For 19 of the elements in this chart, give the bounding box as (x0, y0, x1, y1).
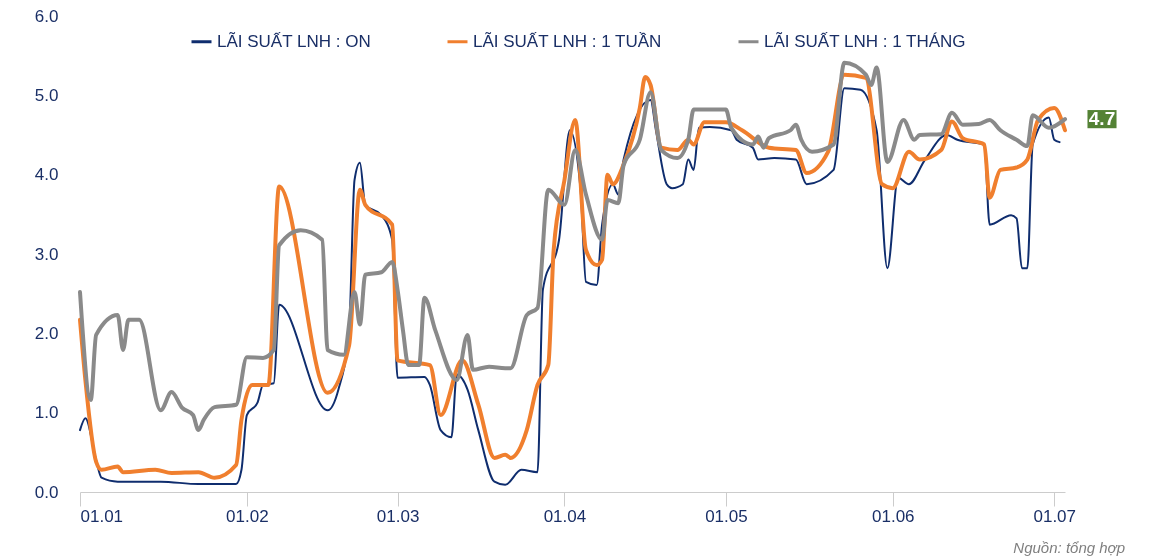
y-tick-label: 0.0 (34, 482, 59, 502)
x-tick-label: 01.03 (376, 506, 420, 526)
x-tick-label: 01.04 (543, 506, 587, 526)
y-tick-label: 2.0 (34, 323, 59, 343)
y-tick-label: 5.0 (34, 85, 59, 105)
text: Nguồn: tổng hợp (1013, 539, 1125, 556)
legend-label: LÃI SUẤT LNH : ON (217, 31, 371, 51)
x-tick-label: 01.02 (226, 506, 269, 526)
y-tick-label: 4.0 (34, 165, 59, 185)
x-tick-label: 01.05 (705, 506, 748, 526)
annotation: 4.7 (1088, 108, 1116, 130)
x-tick-label: 01.01 (80, 506, 124, 526)
y-tick-label: 3.0 (34, 244, 59, 264)
x-tick-label: 01.07 (1033, 506, 1077, 526)
y-tick-label: 1.0 (34, 403, 59, 423)
legend-label: LÃI SUẤT LNH : 1 TUẦN (473, 31, 662, 51)
x-tick-label: 01.06 (871, 506, 915, 526)
y-tick-label: 6.0 (34, 6, 59, 26)
legend-label: LÃI SUẤT LNH : 1 THÁNG (764, 31, 966, 51)
